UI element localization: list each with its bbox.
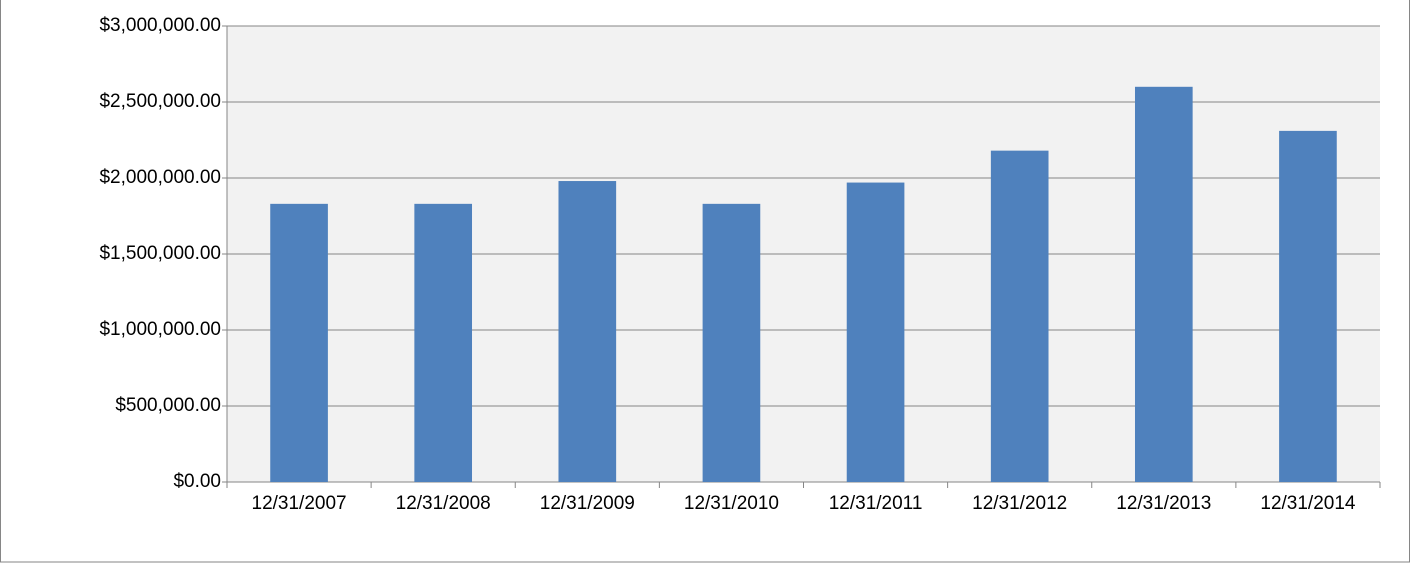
y-tick-label: $1,000,000.00 bbox=[99, 319, 221, 340]
y-tick-label: $2,000,000.00 bbox=[99, 167, 221, 188]
x-tick-label: 12/31/2008 bbox=[396, 493, 491, 514]
y-tick-label: $500,000.00 bbox=[115, 395, 221, 416]
x-tick-label: 12/31/2013 bbox=[1116, 493, 1211, 514]
x-tick-label: 12/31/2014 bbox=[1260, 493, 1356, 514]
bar bbox=[558, 181, 617, 483]
bar bbox=[702, 203, 761, 482]
bar bbox=[270, 203, 328, 482]
x-tick-label: 12/31/2009 bbox=[540, 493, 635, 514]
y-tick-label: $0.00 bbox=[173, 471, 221, 492]
y-tick-label: $3,000,000.00 bbox=[99, 15, 221, 36]
bar bbox=[414, 203, 473, 482]
x-tick-label: 12/31/2011 bbox=[829, 493, 923, 514]
bar bbox=[1279, 130, 1337, 482]
y-tick-label: $1,500,000.00 bbox=[99, 243, 221, 264]
bar bbox=[990, 150, 1049, 482]
x-tick-label: 12/31/2007 bbox=[252, 493, 347, 514]
x-tick-label: 12/31/2010 bbox=[684, 493, 779, 514]
bar bbox=[846, 182, 905, 482]
y-tick-label: $2,500,000.00 bbox=[99, 91, 221, 112]
bar bbox=[1134, 86, 1193, 483]
x-tick-label: 12/31/2012 bbox=[972, 493, 1067, 514]
